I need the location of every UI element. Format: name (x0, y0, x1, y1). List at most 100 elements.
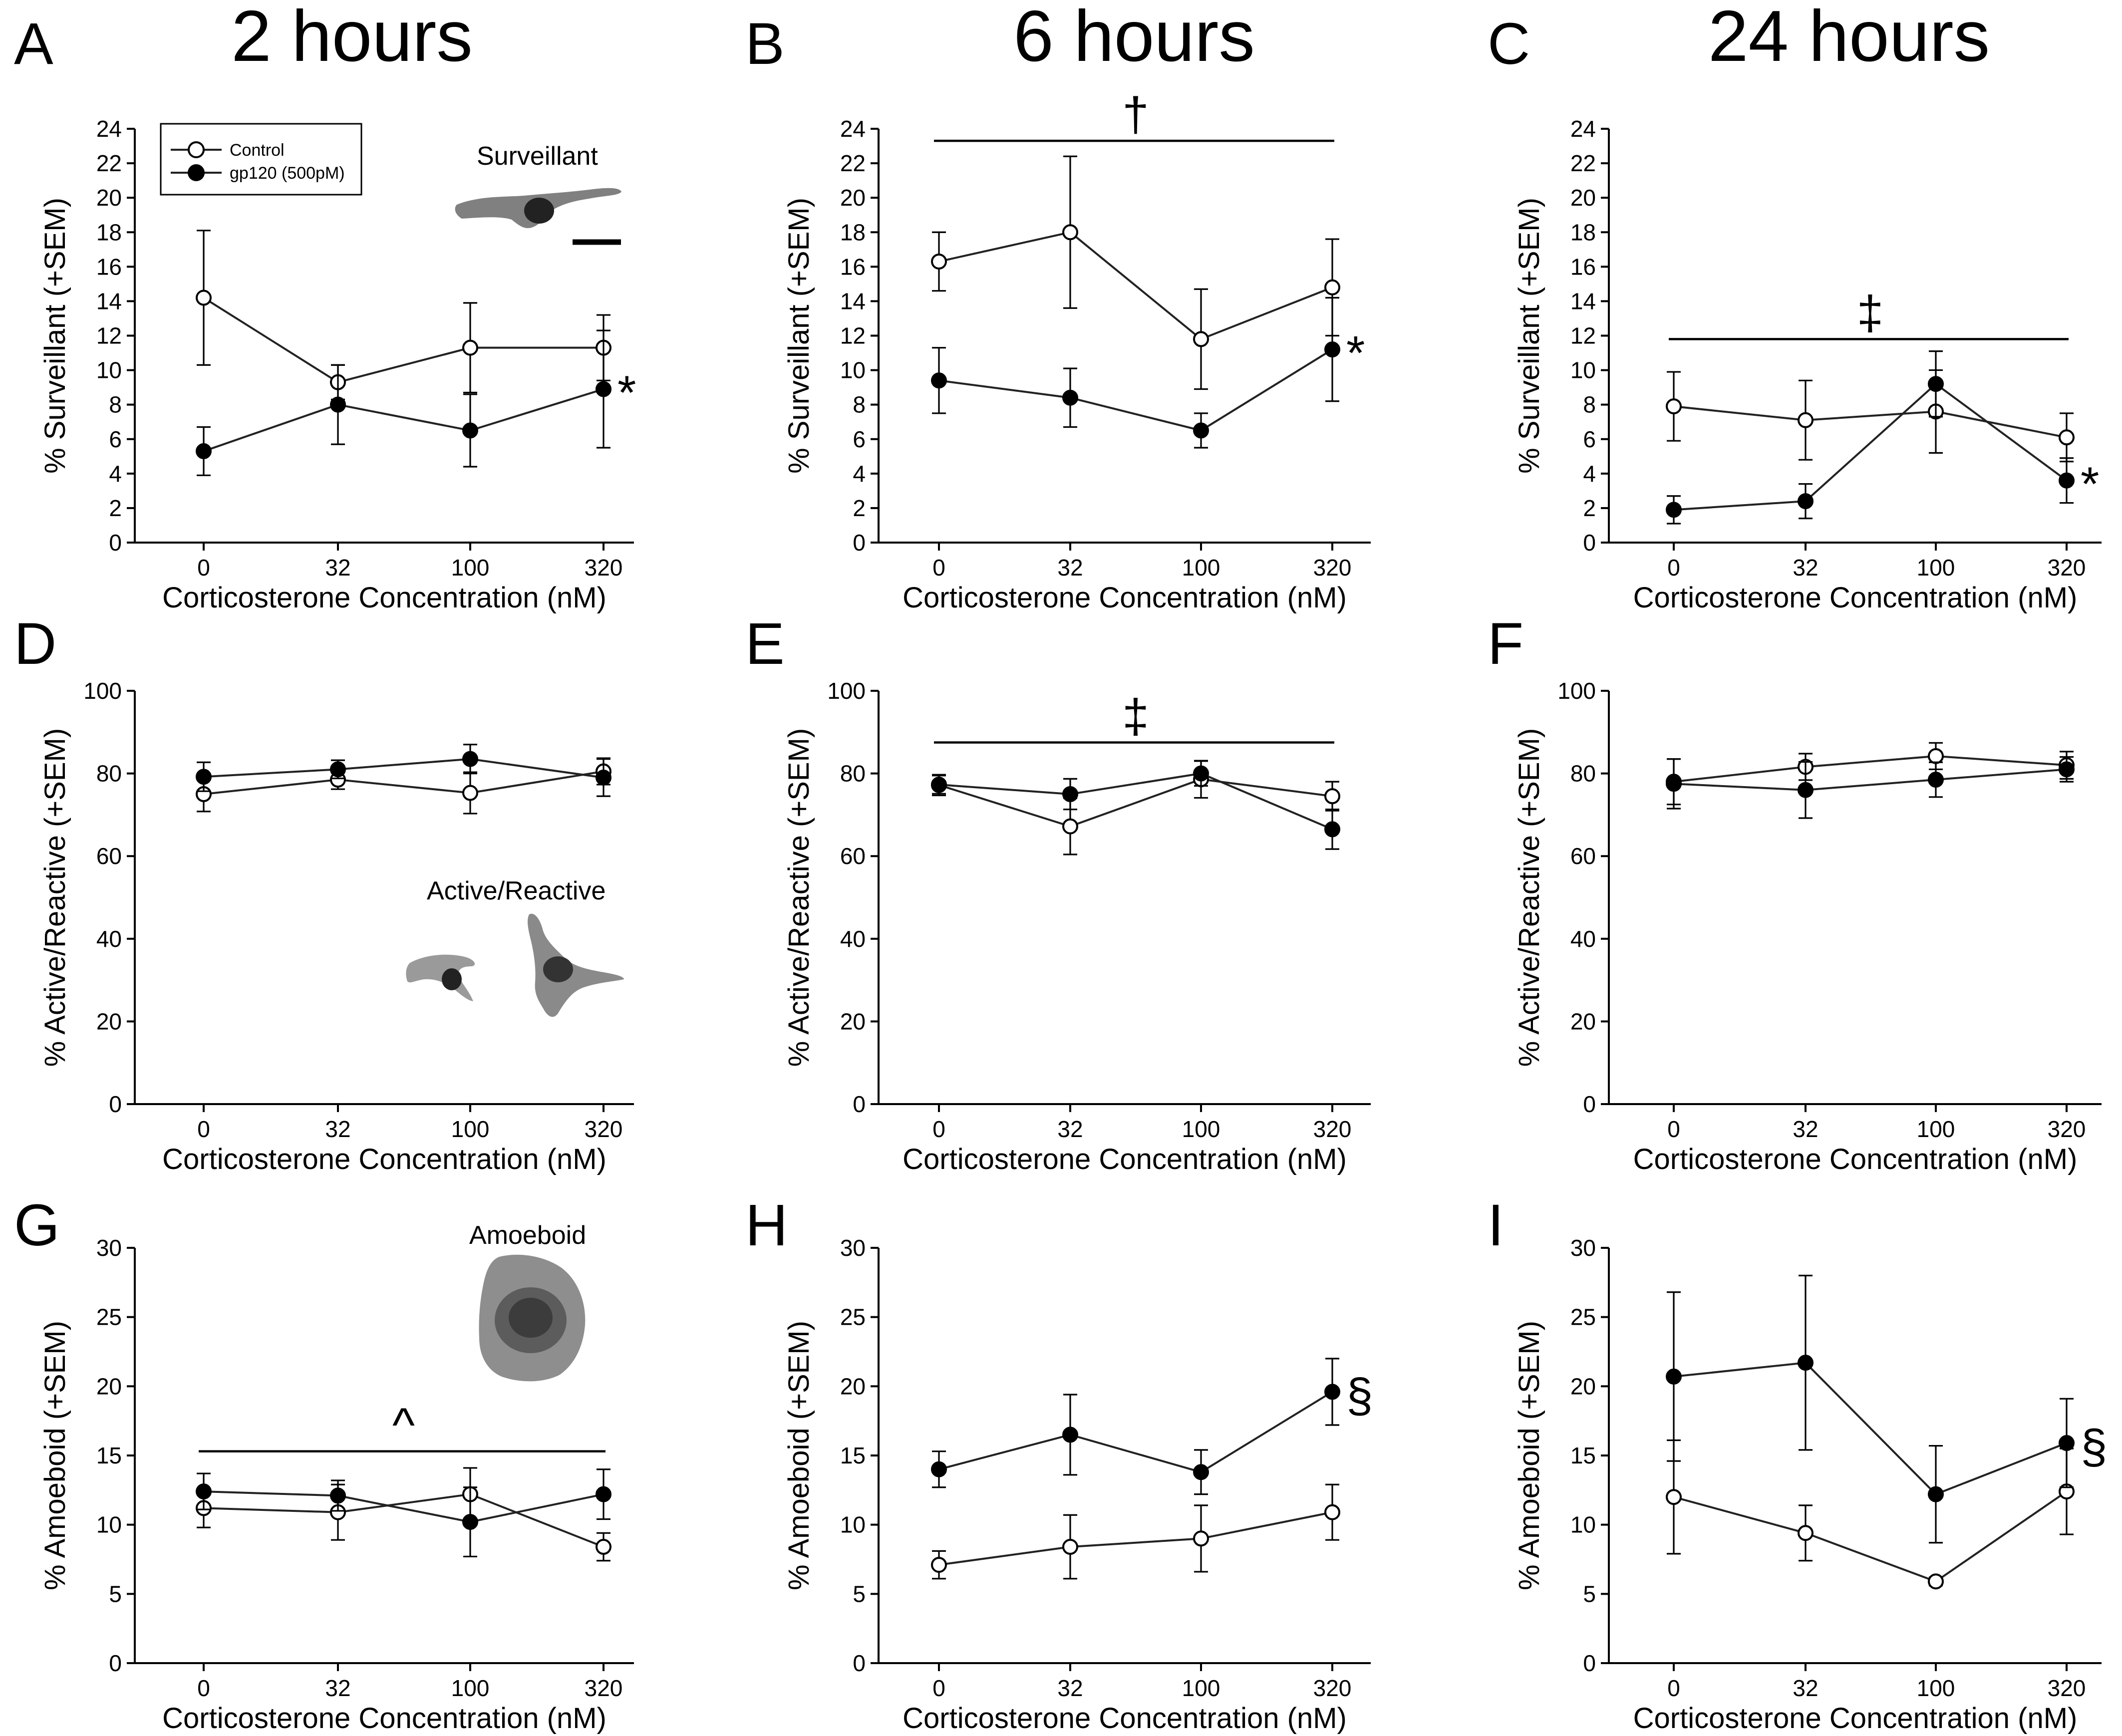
data-point (1324, 788, 1340, 805)
x-tick-label: 32 (1793, 1116, 1818, 1142)
panel-letter-g: G (14, 1192, 60, 1258)
y-tick-label: 20 (1570, 1008, 1596, 1034)
series-line (203, 1490, 604, 1523)
data-point (1928, 772, 1944, 788)
surveillant-cell-label: Surveillant (477, 142, 598, 171)
y-tick-label: 2 (1583, 495, 1596, 521)
data-point (1193, 765, 1209, 782)
y-tick-label: 4 (853, 461, 866, 487)
active-cell-1-body (406, 954, 475, 1001)
y-tick-label: 16 (840, 254, 866, 280)
series-line (1673, 382, 2068, 511)
x-tick-label: 0 (932, 1116, 945, 1142)
x-tick-label: 320 (2048, 1675, 2086, 1701)
legend-control-marker (188, 141, 205, 158)
x-tick-label: 0 (197, 1675, 210, 1701)
y-tick-label: 12 (96, 323, 122, 349)
y-tick-label: 80 (1570, 761, 1596, 787)
data-point (1062, 224, 1078, 241)
y-tick-label: 4 (109, 461, 122, 487)
series-control (931, 155, 1340, 390)
series-gp120 (931, 296, 1340, 449)
amoeboid-cell-label: Amoeboid (469, 1221, 586, 1250)
x-tick-label: 320 (585, 1116, 623, 1142)
data-point (1062, 1539, 1078, 1555)
data-point (196, 1483, 212, 1500)
y-tick-label: 12 (840, 323, 866, 349)
x-tick-label: 100 (451, 1675, 490, 1701)
y-tick-label: 20 (840, 1373, 866, 1399)
data-point (196, 443, 212, 459)
significance-point-symbol: § (1346, 1369, 1373, 1422)
data-point (931, 372, 947, 389)
series-control (931, 760, 1340, 856)
y-tick-label: 0 (1583, 1091, 1596, 1117)
active-cell-2-nucleus (543, 956, 573, 982)
y-tick-label: 30 (840, 1235, 866, 1261)
y-tick-label: 20 (96, 1008, 122, 1034)
y-tick-label: 20 (840, 1008, 866, 1034)
series-line (938, 778, 1333, 828)
data-point (1193, 422, 1209, 439)
series-gp120 (931, 1358, 1340, 1495)
y-tick-label: 30 (96, 1235, 122, 1261)
y-tick-label: 0 (853, 1091, 866, 1117)
x-axis-label: Corticosterone Concentration (nM) (162, 1702, 606, 1735)
x-tick-label: 320 (1313, 555, 1352, 580)
y-tick-label: 10 (840, 1512, 866, 1538)
data-point (196, 769, 212, 785)
data-point (1666, 398, 1682, 415)
y-tick-label: 0 (1583, 530, 1596, 556)
data-point (330, 761, 346, 778)
data-point (1798, 782, 1814, 798)
x-tick-label: 320 (1313, 1675, 1352, 1701)
data-point (462, 785, 478, 801)
y-tick-label: 22 (1570, 150, 1596, 176)
time-title-2: 6 hours (1013, 0, 1255, 76)
x-tick-label: 100 (1182, 1675, 1220, 1701)
y-tick-label: 15 (1570, 1443, 1596, 1468)
y-tick-label: 25 (96, 1304, 122, 1330)
x-tick-label: 32 (325, 555, 350, 580)
data-point (1666, 776, 1682, 792)
series-gp120 (196, 744, 611, 797)
y-axis-label: % Amoeboid (+SEM) (39, 1321, 71, 1590)
y-tick-label: 16 (96, 254, 122, 280)
data-point (1324, 821, 1340, 838)
y-tick-label: 0 (109, 530, 122, 556)
y-tick-label: 60 (96, 843, 122, 869)
surveillant-cell-image: Surveillant (455, 142, 621, 245)
amoeboid-cell-image: Amoeboid (469, 1221, 586, 1382)
x-tick-label: 32 (325, 1675, 350, 1701)
y-tick-label: 15 (840, 1443, 866, 1468)
series-gp120 (196, 1468, 611, 1558)
y-tick-label: 2 (109, 495, 122, 521)
data-point (2059, 472, 2075, 489)
y-axis-label: % Amoeboid (+SEM) (1513, 1321, 1545, 1590)
significance-bar-symbol: ‡ (1857, 286, 1883, 339)
x-tick-label: 32 (1057, 1675, 1083, 1701)
data-point (2059, 1435, 2075, 1451)
series-control (1666, 369, 2075, 463)
legend-gp120-marker (188, 164, 205, 181)
data-point (1798, 493, 1814, 510)
y-tick-label: 60 (840, 843, 866, 869)
x-tick-label: 320 (585, 1675, 623, 1701)
y-tick-label: 22 (840, 150, 866, 176)
panel-letter-f: F (1488, 611, 1523, 677)
y-tick-label: 100 (83, 678, 122, 704)
series-line (1673, 755, 2067, 783)
data-point (1666, 1368, 1682, 1385)
x-tick-label: 100 (1917, 1116, 1955, 1142)
significance-point-symbol: * (1346, 326, 1365, 380)
series-control (196, 1467, 611, 1562)
y-tick-label: 0 (853, 1650, 866, 1676)
y-tick-label: 24 (1570, 116, 1596, 142)
x-tick-label: 100 (451, 1116, 490, 1142)
legend-gp120-label: gp120 (500pM) (230, 164, 345, 183)
data-point (462, 751, 478, 767)
x-tick-label: 320 (2048, 1116, 2086, 1142)
y-tick-label: 40 (96, 926, 122, 952)
legend-control-label: Control (230, 141, 285, 160)
